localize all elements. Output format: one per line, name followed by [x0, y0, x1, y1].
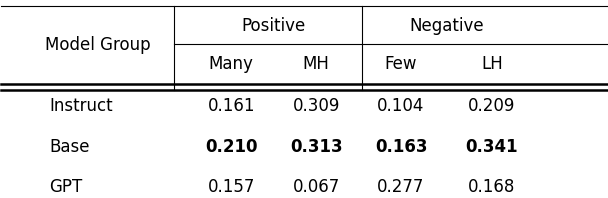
Text: 0.161: 0.161: [207, 97, 255, 115]
Text: 0.104: 0.104: [378, 97, 425, 115]
Text: Negative: Negative: [409, 17, 484, 35]
Text: 0.309: 0.309: [292, 97, 340, 115]
Text: 0.210: 0.210: [205, 138, 257, 156]
Text: Many: Many: [209, 55, 254, 73]
Text: MH: MH: [303, 55, 330, 73]
Text: Model Group: Model Group: [45, 36, 151, 54]
Text: 0.341: 0.341: [466, 138, 519, 156]
Text: 0.277: 0.277: [378, 178, 425, 196]
Text: 0.168: 0.168: [468, 178, 516, 196]
Text: Base: Base: [49, 138, 90, 156]
Text: Instruct: Instruct: [49, 97, 113, 115]
Text: 0.313: 0.313: [290, 138, 342, 156]
Text: 0.157: 0.157: [207, 178, 255, 196]
Text: 0.163: 0.163: [375, 138, 427, 156]
Text: GPT: GPT: [49, 178, 83, 196]
Text: Few: Few: [385, 55, 417, 73]
Text: Positive: Positive: [241, 17, 306, 35]
Text: 0.209: 0.209: [468, 97, 516, 115]
Text: LH: LH: [481, 55, 503, 73]
Text: 0.067: 0.067: [292, 178, 340, 196]
